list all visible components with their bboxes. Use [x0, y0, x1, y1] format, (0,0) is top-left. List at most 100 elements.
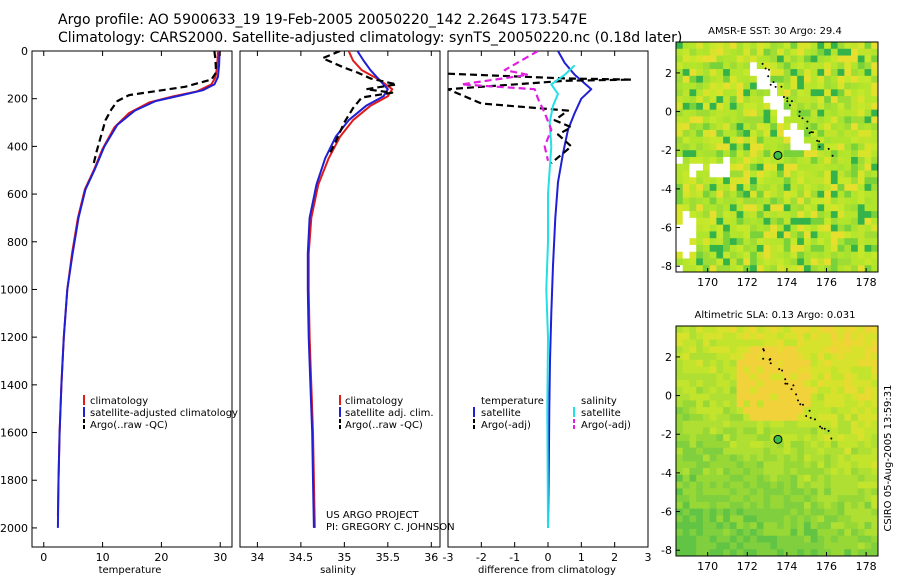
sla-map-cell: [723, 367, 730, 374]
sst-map-ytick-label: -6: [661, 222, 672, 235]
sla-map-cell: [790, 448, 797, 455]
sla-map-cell: [824, 509, 831, 516]
sst-map-cell: [865, 171, 872, 178]
sla-map-cell: [858, 373, 865, 380]
sla-map-cell: [757, 407, 764, 414]
sla-map-cell: [858, 340, 865, 347]
sla-map-cell: [676, 326, 683, 333]
sst-map-cell: [689, 69, 696, 76]
sla-map-cell: [804, 522, 811, 529]
sla-map-cell: [824, 502, 831, 509]
sla-map-cell: [797, 542, 804, 549]
sst-map-cell: [730, 245, 737, 252]
sla-map-cell: [710, 455, 717, 462]
sst-map-cell: [831, 110, 838, 117]
sst-map-cell: [764, 191, 771, 198]
sla-map-cell: [838, 394, 845, 401]
sla-map-cell: [710, 394, 717, 401]
sla-map-cell: [824, 421, 831, 428]
sst-map-cell: [710, 177, 717, 184]
sla-map-cell: [804, 542, 811, 549]
sla-map-cell: [730, 400, 737, 407]
sla-map-cell: [689, 502, 696, 509]
sst-map-cell: [831, 76, 838, 83]
sst-map-cell: [797, 238, 804, 245]
sst-map-cell: [770, 116, 777, 123]
sla-map-cell: [743, 488, 750, 495]
sst-map-cell: [858, 252, 865, 259]
sst-map-cell: [710, 89, 717, 96]
sst-map-cell: [858, 258, 865, 265]
legend-label-temp-satellite: satellite: [481, 408, 521, 419]
sla-map-cell: [737, 515, 744, 522]
sla-map-cell: [716, 373, 723, 380]
sla-map-cell: [851, 468, 858, 475]
sla-map-cell: [777, 326, 784, 333]
sla-map-cell: [797, 367, 804, 374]
sla-map-cell: [757, 448, 764, 455]
sst-map-cell: [683, 116, 690, 123]
sla-map-cell: [710, 414, 717, 421]
sst-map-cell: [696, 76, 703, 83]
sla-map-cell: [743, 536, 750, 543]
sst-map-cell: [838, 103, 845, 110]
sla-map-cell: [844, 387, 851, 394]
sst-map-cell: [838, 42, 845, 49]
sla-map-cell: [750, 353, 757, 360]
sla-map-cell: [790, 434, 797, 441]
sst-map-cell: [824, 116, 831, 123]
sst-map-cell: [730, 143, 737, 150]
sst-map-cell: [743, 110, 750, 117]
sla-map-cell: [716, 400, 723, 407]
sla-map-cell: [716, 353, 723, 360]
sst-map-cell: [689, 252, 696, 259]
sla-map-cell: [696, 482, 703, 489]
sst-map-cell: [865, 130, 872, 137]
sst-map-cell: [683, 211, 690, 218]
sla-map-cell: [764, 455, 771, 462]
sla-map-cell: [858, 394, 865, 401]
sst-map-cell: [871, 198, 878, 205]
sst-map-cell: [790, 96, 797, 103]
sla-map-cell: [689, 482, 696, 489]
sst-map-cell: [784, 164, 791, 171]
sst-map-cell: [838, 56, 845, 63]
sst-map-cell: [703, 96, 710, 103]
temperature-ytick-label: 200: [7, 93, 28, 106]
sla-map-cell: [703, 495, 710, 502]
sla-map-cell: [811, 441, 818, 448]
sla-map-cell: [696, 360, 703, 367]
sst-map-cell: [743, 62, 750, 69]
sst-map-cell: [723, 96, 730, 103]
sst-map-cell: [723, 42, 730, 49]
sla-map-coast-dot: [824, 428, 826, 430]
sst-map-cell: [723, 62, 730, 69]
sla-map-cell: [703, 400, 710, 407]
sst-map-cell: [858, 116, 865, 123]
sla-map-cell: [811, 549, 818, 556]
sst-map-cell: [831, 225, 838, 232]
sla-map-cell: [851, 333, 858, 340]
sst-map-cell: [784, 150, 791, 157]
sla-map-cell: [703, 549, 710, 556]
sst-map-cell: [710, 130, 717, 137]
sla-map-cell: [743, 380, 750, 387]
sla-map-cell: [844, 400, 851, 407]
sst-map-cell: [716, 83, 723, 90]
sla-map-cell: [790, 475, 797, 482]
sst-map-cell: [743, 49, 750, 56]
sla-map-cell: [824, 434, 831, 441]
sla-map-cell: [817, 448, 824, 455]
sla-map-cell: [851, 542, 858, 549]
sla-map-cell: [790, 495, 797, 502]
sst-map-cell: [683, 204, 690, 211]
sla-map-cell: [784, 441, 791, 448]
sst-map-cell: [824, 177, 831, 184]
sla-map-cell: [723, 502, 730, 509]
sla-map-cell: [790, 414, 797, 421]
sla-map-cell: [710, 380, 717, 387]
sla-map-cell: [683, 400, 690, 407]
sla-map-cell: [696, 502, 703, 509]
sla-map-cell: [811, 421, 818, 428]
sst-map-cell: [770, 62, 777, 69]
